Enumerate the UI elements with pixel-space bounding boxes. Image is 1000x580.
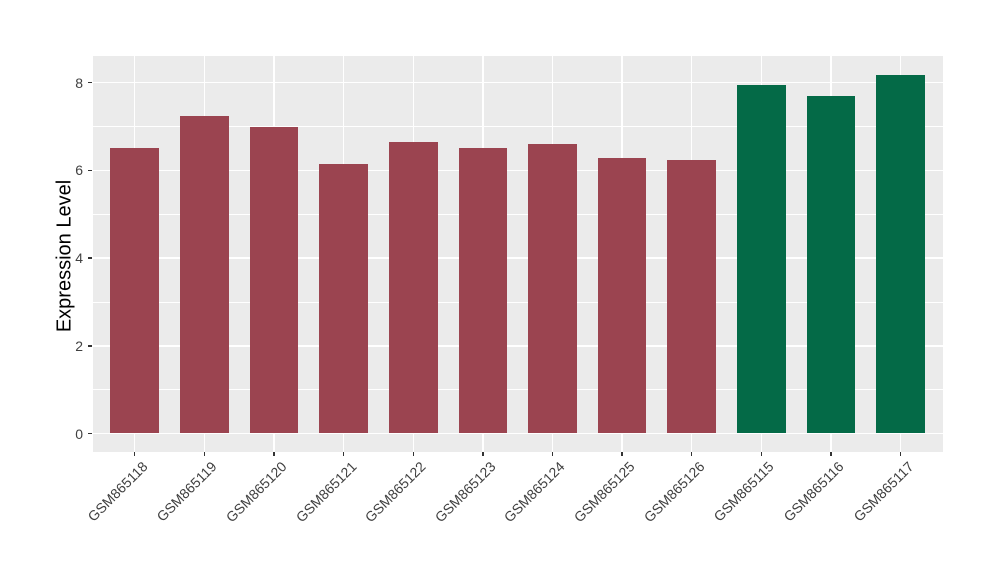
x-tick-label: GSM865119 [153, 458, 220, 525]
y-tick-mark [88, 345, 92, 347]
h-gridline-minor [93, 213, 943, 215]
y-tick-label: 2 [75, 337, 83, 354]
h-gridline-minor [93, 389, 943, 391]
x-tick-mark [691, 452, 693, 456]
x-tick-label: GSM865123 [431, 458, 499, 526]
y-tick-label: 6 [75, 162, 83, 179]
x-tick-mark [273, 452, 275, 456]
x-tick-mark [830, 452, 832, 456]
y-tick-mark [88, 169, 92, 172]
x-tick-mark [134, 452, 136, 456]
bar [667, 160, 717, 434]
h-gridline-major [93, 82, 943, 84]
x-tick-mark [412, 452, 414, 456]
y-tick-label: 8 [75, 74, 83, 91]
bar [458, 147, 508, 434]
h-gridline-minor [93, 301, 943, 303]
y-tick-mark [88, 82, 92, 84]
bar [806, 95, 856, 434]
x-tick-label: GSM865124 [501, 458, 569, 526]
h-gridline-minor [93, 126, 943, 128]
h-gridline-major [93, 169, 943, 172]
x-tick-label: GSM865121 [292, 458, 360, 526]
x-tick-mark [551, 452, 554, 456]
x-tick-label: GSM865117 [850, 458, 917, 525]
bar [876, 75, 925, 434]
x-tick-mark [621, 452, 623, 456]
y-tick-label: 0 [75, 425, 83, 442]
x-tick-label: GSM865118 [84, 458, 151, 525]
bar [388, 141, 438, 434]
plot-panel [93, 56, 943, 452]
bar [249, 126, 299, 434]
y-tick-label: 4 [75, 250, 83, 267]
x-tick-label: GSM865126 [640, 458, 708, 526]
y-tick-mark [88, 257, 92, 259]
bar [180, 116, 229, 434]
x-tick-mark [482, 452, 484, 456]
bar [737, 84, 786, 434]
y-tick-mark [88, 432, 92, 435]
bar [597, 158, 647, 434]
x-tick-label: GSM865125 [570, 458, 638, 526]
h-gridline-major [93, 257, 943, 259]
bar [110, 148, 160, 434]
x-tick-label: GSM865115 [710, 458, 777, 525]
h-gridline-major [93, 432, 943, 435]
x-tick-label: GSM865122 [361, 458, 429, 526]
x-tick-label: GSM865120 [222, 458, 290, 526]
bar [319, 164, 368, 434]
y-axis-title: Expression Level [53, 179, 76, 333]
h-gridline-major [93, 345, 943, 347]
x-tick-label: GSM865116 [780, 458, 847, 525]
x-tick-mark [203, 452, 206, 456]
bar [528, 144, 577, 434]
x-tick-mark [760, 452, 763, 456]
x-tick-mark [899, 452, 902, 456]
x-tick-mark [342, 452, 345, 456]
